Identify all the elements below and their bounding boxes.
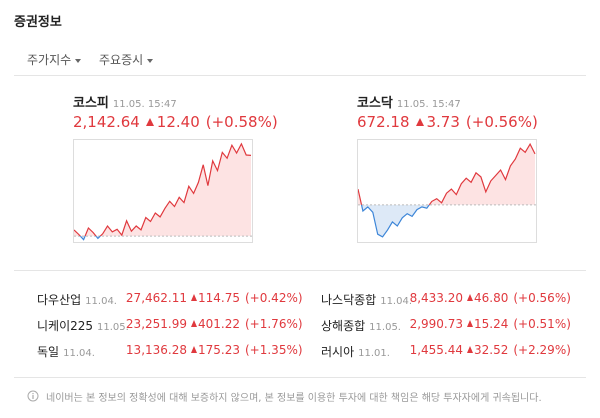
price-line-down bbox=[360, 204, 431, 238]
caret-icon bbox=[147, 58, 154, 63]
notice: 네이버는 본 정보의 정확성에 대해 보증하지 않으며, 본 정보를 이용한 투… bbox=[46, 393, 542, 404]
area-down bbox=[358, 204, 535, 237]
world-change-row: 15.24 (+0.51%) bbox=[467, 317, 571, 331]
info-icon bbox=[27, 390, 39, 402]
world-change: 401.22 bbox=[198, 317, 240, 331]
up-icon bbox=[467, 294, 473, 301]
world-label: 니케이225 11.05. bbox=[37, 317, 129, 334]
world-rate: (+1.76%) bbox=[245, 317, 303, 331]
world-value: 13,136.28 bbox=[125, 343, 187, 357]
index-name: 코스피 bbox=[73, 96, 109, 111]
mini-chart bbox=[357, 139, 537, 243]
price-line-up bbox=[357, 142, 536, 205]
widget-title: 증권정보 bbox=[14, 15, 62, 30]
chart-frame bbox=[73, 139, 253, 243]
tab-label[interactable]: 주요증시 bbox=[99, 53, 144, 67]
world-value: 23,251.99 bbox=[125, 317, 187, 331]
world-name: 나스닥종합 bbox=[321, 293, 377, 307]
world-value: 2,990.73 bbox=[409, 317, 463, 331]
world-date: 11.01. bbox=[358, 348, 390, 359]
index-value: 2,142.64 bbox=[73, 113, 140, 131]
tab[interactable]: 주가지수 bbox=[27, 51, 82, 68]
world-change-row: 175.23 (+1.35%) bbox=[191, 343, 303, 357]
divider bbox=[14, 75, 586, 76]
world-name: 독일 bbox=[37, 345, 60, 359]
chart-frame bbox=[357, 139, 537, 243]
index-value: 672.18 bbox=[357, 113, 410, 131]
index-rate: (+0.58%) bbox=[205, 113, 278, 131]
world-change-row: 114.75 (+0.42%) bbox=[191, 291, 303, 305]
world-value: 27,462.11 bbox=[125, 291, 187, 305]
world-name: 니케이225 bbox=[37, 319, 94, 333]
world-change: 114.75 bbox=[198, 291, 240, 305]
world-change: 15.24 bbox=[474, 317, 509, 331]
index-header: 코스피 11.05. 15:47 bbox=[73, 92, 177, 111]
world-date: 11.05. bbox=[369, 322, 401, 333]
world-date: 11.04. bbox=[63, 348, 95, 359]
world-name: 상해종합 bbox=[321, 319, 366, 333]
tab[interactable]: 주요증시 bbox=[99, 51, 154, 68]
up-icon bbox=[191, 294, 197, 301]
world-change-row: 46.80 (+0.56%) bbox=[467, 291, 571, 305]
world-label: 나스닥종합 11.04. bbox=[321, 291, 412, 308]
world-label: 상해종합 11.05. bbox=[321, 317, 401, 334]
index-name: 코스닥 bbox=[357, 96, 393, 111]
up-icon bbox=[191, 346, 197, 353]
area-up bbox=[358, 144, 535, 205]
index-header: 코스닥 11.05. 15:47 bbox=[357, 92, 461, 111]
world-value: 8,433.20 bbox=[409, 291, 463, 305]
index-quote: 672.18 3.73 (+0.56%) bbox=[357, 113, 538, 131]
caret-icon bbox=[75, 58, 82, 63]
world-date: 11.04. bbox=[380, 296, 413, 307]
world-label: 다우산업 11.04. bbox=[37, 291, 117, 308]
up-icon bbox=[415, 118, 424, 126]
world-rate: (+0.56%) bbox=[513, 291, 571, 305]
up-icon bbox=[145, 118, 154, 126]
index-change: 3.73 bbox=[426, 113, 460, 131]
world-rate: (+1.35%) bbox=[245, 343, 303, 357]
world-name: 러시아 bbox=[321, 345, 355, 359]
world-date: 11.04. bbox=[85, 296, 117, 307]
divider bbox=[14, 270, 586, 271]
index-change: 12.40 bbox=[156, 113, 200, 131]
world-change: 175.23 bbox=[198, 343, 240, 357]
world-change-row: 32.52 (+2.29%) bbox=[467, 343, 571, 357]
world-change: 46.80 bbox=[474, 291, 509, 305]
divider bbox=[14, 377, 586, 378]
tab-label[interactable]: 주가지수 bbox=[27, 53, 72, 67]
up-icon bbox=[467, 346, 473, 353]
world-value: 1,455.44 bbox=[409, 343, 463, 357]
index-date: 11.05. 15:47 bbox=[112, 99, 177, 110]
world-name: 다우산업 bbox=[37, 293, 82, 307]
index-date: 11.05. 15:47 bbox=[396, 99, 461, 110]
world-rate: (+2.29%) bbox=[513, 343, 571, 357]
mini-chart bbox=[73, 139, 253, 243]
area-up bbox=[74, 143, 251, 237]
world-rate: (+0.42%) bbox=[245, 291, 303, 305]
world-date: 11.05. bbox=[97, 322, 129, 333]
world-label: 독일 11.04. bbox=[37, 343, 95, 360]
up-icon bbox=[191, 320, 197, 327]
world-rate: (+0.51%) bbox=[513, 317, 571, 331]
price-line-up bbox=[73, 142, 252, 237]
index-quote: 2,142.64 12.40 (+0.58%) bbox=[73, 113, 278, 131]
world-label: 러시아 11.01. bbox=[321, 343, 390, 360]
world-change: 32.52 bbox=[474, 343, 509, 357]
world-change-row: 401.22 (+1.76%) bbox=[191, 317, 303, 331]
up-icon bbox=[467, 320, 473, 327]
index-rate: (+0.56%) bbox=[465, 113, 538, 131]
